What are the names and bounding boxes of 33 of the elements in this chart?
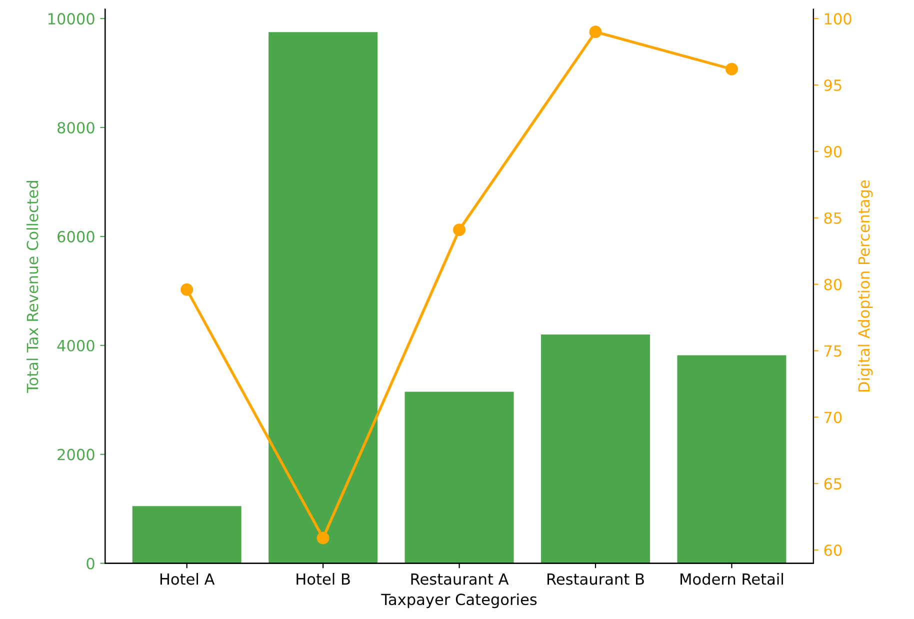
y-tick-label: 10000 bbox=[48, 13, 94, 25]
y2-tick-label: 65 bbox=[824, 478, 842, 490]
y2-tick-label: 60 bbox=[824, 544, 842, 556]
bar bbox=[404, 392, 514, 564]
x-axis-title: Taxpayer Categories bbox=[381, 593, 537, 608]
point bbox=[725, 62, 738, 76]
x-tick-label: Modern Retail bbox=[680, 573, 783, 585]
bar bbox=[541, 334, 650, 564]
y2-tick-label: 95 bbox=[824, 79, 842, 92]
y-tick-label: 4000 bbox=[57, 340, 94, 352]
y2-tick-label: 70 bbox=[824, 412, 842, 424]
y-tick-label: 0 bbox=[86, 558, 94, 570]
y2-tick-label: 90 bbox=[824, 146, 842, 158]
x-tick-label: Restaurant A bbox=[411, 573, 509, 585]
y2-axis-title: Digital Adoption Percentage bbox=[858, 180, 873, 392]
y2-tick-label: 75 bbox=[824, 345, 842, 357]
x-tick-label: Restaurant B bbox=[548, 573, 644, 585]
x-tick-label: Hotel B bbox=[296, 573, 350, 585]
y2-tick-label: 80 bbox=[824, 278, 842, 290]
bar bbox=[677, 355, 786, 564]
y-tick-label: 6000 bbox=[58, 230, 94, 242]
y-axis-title: Total Tax Revenue Collected bbox=[26, 180, 38, 394]
point bbox=[589, 26, 602, 38]
x-tick-label: Hotel A bbox=[160, 573, 215, 585]
y-tick-label: 2000 bbox=[58, 448, 94, 460]
point bbox=[453, 224, 466, 236]
bar bbox=[268, 32, 378, 564]
point bbox=[316, 532, 330, 544]
y2-tick-label: 85 bbox=[824, 212, 842, 224]
bar bbox=[132, 506, 242, 564]
point bbox=[180, 283, 194, 296]
y-tick-label: 8000 bbox=[58, 122, 94, 134]
y2-tick-label: 100 bbox=[824, 13, 852, 25]
